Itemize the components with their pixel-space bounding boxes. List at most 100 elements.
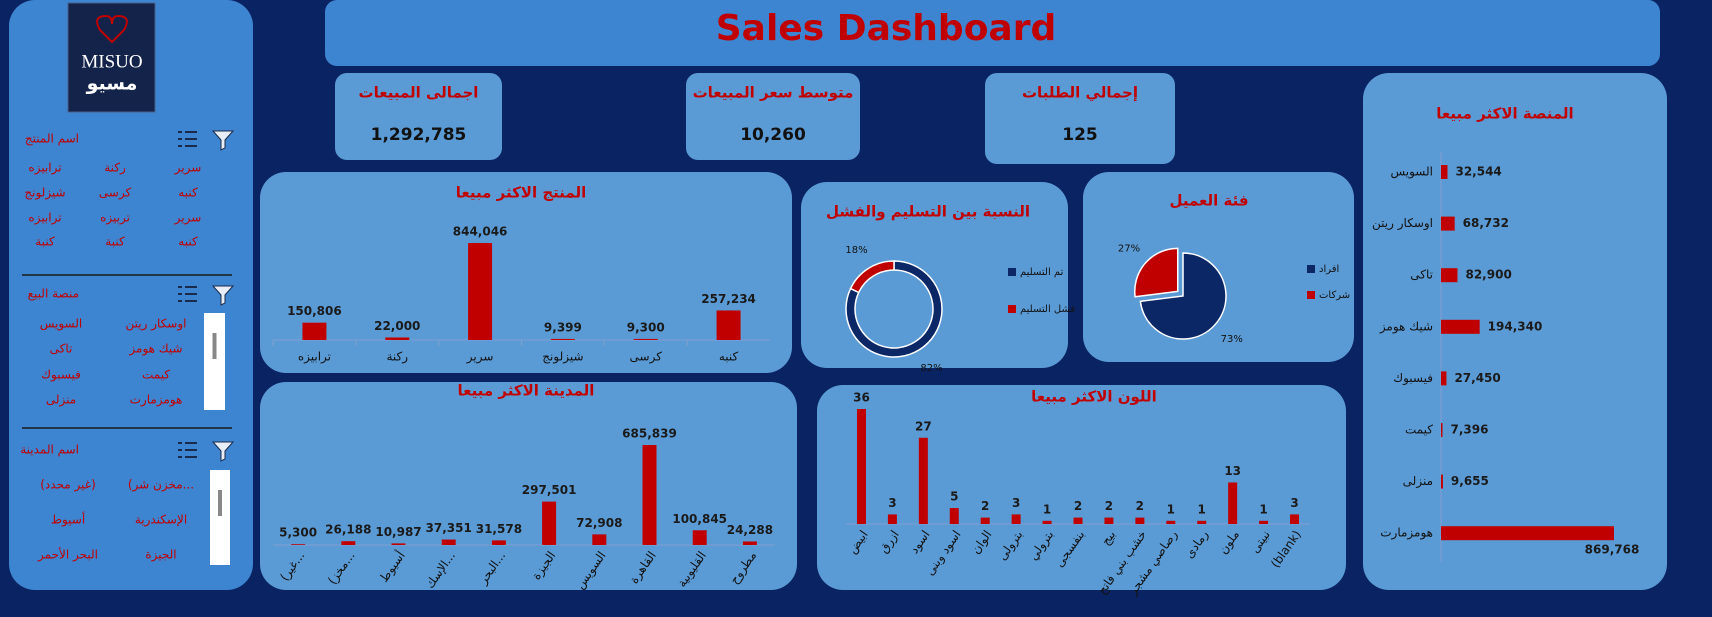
chart-panel xyxy=(801,182,1068,368)
slicer-item[interactable]: ركنة xyxy=(104,161,126,176)
data-label: 73% xyxy=(1221,334,1243,345)
scrollbar-thumb[interactable] xyxy=(218,490,222,516)
clear-filter-button[interactable] xyxy=(211,130,235,151)
bar xyxy=(1441,526,1614,541)
clear-filter-button[interactable] xyxy=(211,285,235,306)
bar xyxy=(918,437,928,524)
kpi-title: متوسط سعر المبيعات xyxy=(693,84,854,102)
data-label: 26,188 xyxy=(325,523,371,537)
data-label: 194,340 xyxy=(1488,319,1543,333)
slicer-item[interactable]: فيسبوك xyxy=(41,368,81,383)
data-label: 257,234 xyxy=(701,292,756,306)
data-label: 100,845 xyxy=(672,512,727,526)
x-tick-label: شيزلونج xyxy=(542,350,583,365)
data-label: 685,839 xyxy=(622,427,677,441)
slicer-item[interactable]: كنبه xyxy=(178,186,198,200)
y-tick-label: تاكى xyxy=(1410,268,1433,282)
bar xyxy=(592,534,607,545)
slicer-item[interactable]: ترابيزه xyxy=(28,211,61,226)
slice xyxy=(1134,247,1179,298)
kpi-card xyxy=(335,73,502,160)
clear-filter-button[interactable] xyxy=(211,441,235,462)
slicer-item[interactable]: كيمت xyxy=(142,368,170,382)
bar xyxy=(1441,371,1447,386)
multi-select-button[interactable] xyxy=(178,442,197,458)
bar xyxy=(949,508,959,524)
slicer-item[interactable]: الجيزة xyxy=(145,548,176,563)
slicer-item[interactable]: أسيوط xyxy=(51,512,85,528)
legend-label: فشل التسليم xyxy=(1020,304,1075,315)
x-tick-label: ركنة xyxy=(386,350,408,365)
bar xyxy=(385,337,410,340)
slicer-item[interactable]: هومزمارت xyxy=(130,393,183,408)
bar xyxy=(1166,520,1176,524)
kpi-card xyxy=(686,73,860,160)
slicer-item[interactable]: شيك هومز xyxy=(128,342,182,357)
bar xyxy=(468,243,493,340)
bar xyxy=(1259,520,1269,524)
data-label: 37,351 xyxy=(426,521,472,535)
slicer-item[interactable]: السويس xyxy=(40,317,83,332)
bar xyxy=(1441,423,1443,437)
multi-select-button[interactable] xyxy=(178,131,197,147)
data-label: 68,732 xyxy=(1463,216,1509,230)
chart-title: المنصة الاكثر مبيعا xyxy=(1436,105,1573,123)
data-label: 1 xyxy=(1259,502,1267,516)
bar xyxy=(692,530,707,545)
slice xyxy=(1139,252,1227,340)
legend-swatch xyxy=(1307,291,1315,299)
slicer-item[interactable]: البحر الأحمر xyxy=(37,547,98,563)
bar xyxy=(742,541,757,545)
y-tick-label: فيسبوك xyxy=(1393,371,1433,386)
data-label: 5 xyxy=(950,490,958,504)
slicer-item[interactable]: كنبة xyxy=(35,235,55,249)
bar xyxy=(341,541,356,545)
data-label: 3 xyxy=(1290,496,1298,510)
data-label: 9,399 xyxy=(544,320,582,334)
slicer-item[interactable]: سرير xyxy=(174,161,202,176)
scrollbar-thumb[interactable] xyxy=(212,333,217,359)
y-tick-label: كيمت xyxy=(1405,423,1433,437)
slicer-item[interactable]: كنبة xyxy=(105,235,125,249)
slicer-item[interactable]: سرير xyxy=(174,211,202,226)
chart-panel xyxy=(260,172,792,373)
slicer-item[interactable]: تربيزه xyxy=(100,211,130,226)
slicer-item[interactable]: اوسكار ريتن xyxy=(126,317,187,332)
kpi-value: 125 xyxy=(1062,125,1098,145)
bar xyxy=(550,338,575,340)
scrollbar xyxy=(210,470,230,565)
data-label: 22,000 xyxy=(374,319,420,333)
slicer-item[interactable]: كنبه xyxy=(178,235,198,249)
slicer-item[interactable]: تاكى xyxy=(50,342,73,356)
data-label: 9,655 xyxy=(1451,474,1489,488)
data-label: 27,450 xyxy=(1454,371,1500,385)
slicer-item[interactable]: ترابيزه xyxy=(28,161,61,176)
slicer-item[interactable]: شيزلونج xyxy=(24,186,65,201)
legend-swatch xyxy=(1307,265,1315,273)
y-tick-label: منزلى xyxy=(1403,474,1433,489)
data-label: 27% xyxy=(1118,243,1140,254)
bar xyxy=(1441,165,1448,179)
chart-title: المدينة الاكثر مبيعا xyxy=(458,382,595,400)
data-label: 24,288 xyxy=(727,523,773,537)
bar xyxy=(716,310,741,340)
slicer-item[interactable]: الإسكندرية xyxy=(135,513,187,528)
y-tick-label: اوسكار ريتن xyxy=(1372,216,1433,231)
data-label: 2 xyxy=(1136,499,1144,513)
data-label: 7,396 xyxy=(1450,423,1488,437)
title-bar xyxy=(325,0,1660,66)
multi-select-button[interactable] xyxy=(178,286,197,302)
bar xyxy=(633,338,658,340)
x-tick-label: ترابيزه xyxy=(298,350,331,365)
data-label: 31,578 xyxy=(476,522,522,536)
data-label: 32,544 xyxy=(1455,165,1501,179)
legend-label: شركات xyxy=(1319,290,1350,301)
slicer-item[interactable]: (غير محدد) xyxy=(40,478,96,493)
slicer-item[interactable]: منزلى xyxy=(46,393,76,408)
data-label: 82% xyxy=(920,363,942,374)
slicer-item[interactable]: كرسى xyxy=(99,186,132,201)
slicer-item[interactable]: (مخزن شر... xyxy=(128,478,194,493)
legend-swatch xyxy=(1008,305,1016,313)
bar xyxy=(642,445,657,545)
